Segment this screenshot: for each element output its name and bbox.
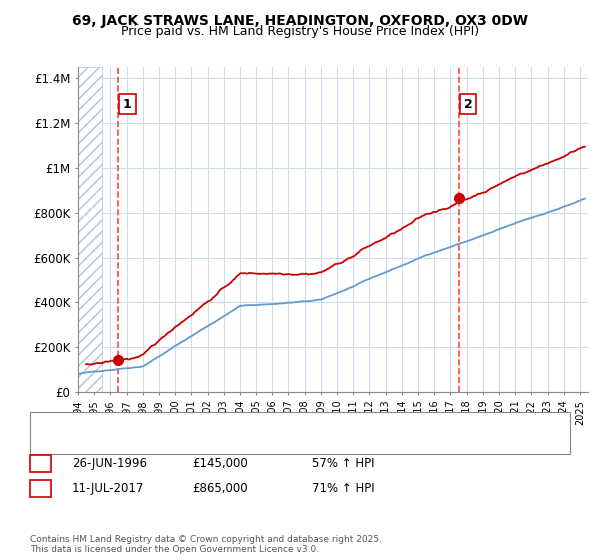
Text: 71% ↑ HPI: 71% ↑ HPI [312,482,374,496]
Text: 26-JUN-1996: 26-JUN-1996 [72,457,147,470]
Text: 57% ↑ HPI: 57% ↑ HPI [312,457,374,470]
Text: Price paid vs. HM Land Registry's House Price Index (HPI): Price paid vs. HM Land Registry's House … [121,25,479,38]
Text: 1: 1 [36,457,45,470]
Text: 2: 2 [36,482,45,496]
Text: 69, JACK STRAWS LANE, HEADINGTON, OXFORD, OX3 0DW: 69, JACK STRAWS LANE, HEADINGTON, OXFORD… [72,14,528,28]
Text: Contains HM Land Registry data © Crown copyright and database right 2025.
This d: Contains HM Land Registry data © Crown c… [30,535,382,554]
Text: 2: 2 [464,97,472,110]
Text: 11-JUL-2017: 11-JUL-2017 [72,482,145,496]
Text: £145,000: £145,000 [192,457,248,470]
Text: £865,000: £865,000 [192,482,248,496]
Text: HPI: Average price, semi-detached house, Oxford: HPI: Average price, semi-detached house,… [78,435,335,445]
Text: 69, JACK STRAWS LANE, HEADINGTON, OXFORD, OX3 0DW (semi-detached house): 69, JACK STRAWS LANE, HEADINGTON, OXFORD… [78,418,506,428]
Text: 1: 1 [123,97,132,110]
